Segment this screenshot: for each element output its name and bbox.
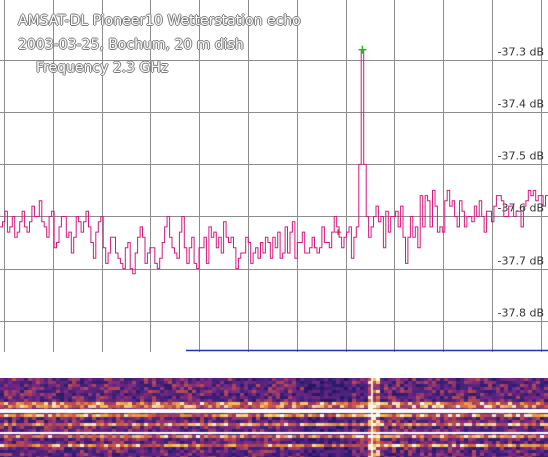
spectrum-plot: -37.3 dB -37.4 dB -37.5 dB -37.6 dB -37.7 dB… [0, 0, 548, 352]
plot-station-info: 2003-03-25, Bochum, 20 m dish [18, 37, 244, 53]
waterfall-display [0, 378, 548, 457]
spectrum-chart: -37.3 dB-37.4 dB-37.5 dB-37.6 dB-37.7 dB… [0, 0, 548, 352]
y-tick-label: -37.5 dB [498, 150, 545, 163]
y-tick-label: -37.4 dB [498, 98, 545, 111]
spectrum-trace [0, 49, 548, 275]
plot-title: AMSAT-DL Pioneer10 Wetterstation echo [18, 13, 301, 29]
plot-frequency: Frequency 2.3 GHz [36, 60, 169, 76]
y-tick-label: -37.3 dB [498, 46, 545, 59]
y-tick-label: -37.7 dB [498, 255, 545, 268]
y-tick-label: -37.8 dB [498, 307, 545, 320]
waterfall-canvas [0, 378, 548, 457]
